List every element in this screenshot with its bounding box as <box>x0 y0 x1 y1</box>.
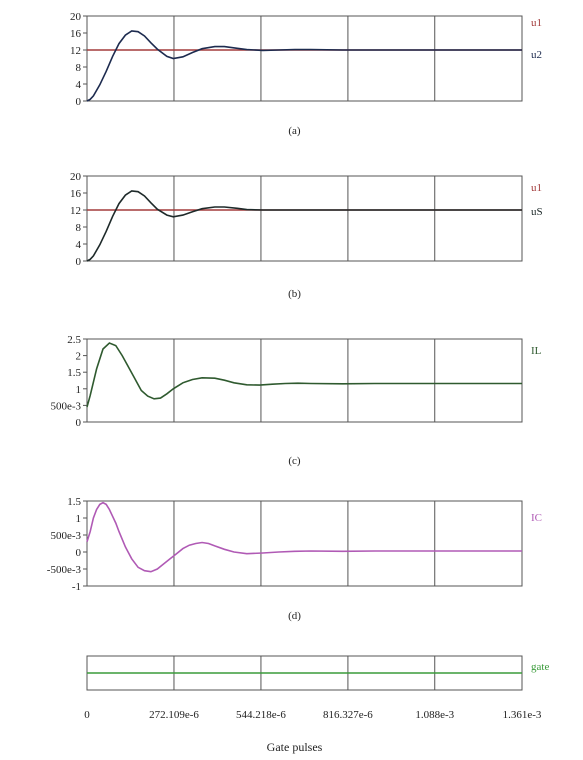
y-tick-label: 500e-3 <box>50 530 81 542</box>
x-tick-label: 1.088e-3 <box>415 709 454 721</box>
y-tick-label: 1.5 <box>67 367 81 379</box>
x-tick-label: 0 <box>84 709 90 721</box>
legend-label-u2: u2 <box>531 49 542 61</box>
plot-frame <box>86 15 523 102</box>
y-tick-label: 0 <box>76 547 82 559</box>
y-tick-label: 8 <box>76 222 82 234</box>
panels: 201612840u1u2(a)201612840u1uS(b)2.521.51… <box>47 11 549 691</box>
legend-label-u1: u1 <box>531 182 542 194</box>
y-tick-label: -1 <box>72 581 81 593</box>
y-tick-label: 20 <box>70 11 82 23</box>
y-tick-label: 8 <box>76 62 82 74</box>
series-line-IC <box>86 501 522 573</box>
chart-panel-3: 2.5 2 1.5 1 500e-3 0 IL (c) <box>50 334 541 467</box>
panel-caption: (a) <box>288 125 301 137</box>
panel-caption: (b) <box>288 288 301 300</box>
x-axis-label: Gate pulses <box>267 740 323 754</box>
y-tick-label: 2.5 <box>67 334 81 346</box>
y-tick-label: 0 <box>76 256 82 268</box>
series-line-IL <box>86 342 522 408</box>
x-tick-label: 1.361e-3 <box>503 709 542 721</box>
y-tick-label: -500e-3 <box>47 564 82 576</box>
y-tick-label: 0 <box>76 96 82 108</box>
x-tick-label: 272.109e-6 <box>149 709 199 721</box>
y-tick-label: 20 <box>70 171 82 183</box>
plot-frame <box>86 175 523 262</box>
panel-caption: (c) <box>288 455 301 467</box>
y-tick-label: 4 <box>76 239 82 251</box>
legend-label-uS: uS <box>531 206 543 218</box>
plot-frame <box>86 338 523 423</box>
y-tick-label: 0 <box>76 417 82 429</box>
legend-label-gate: gate <box>531 661 549 673</box>
y-tick-label: 12 <box>70 205 81 217</box>
x-tick-label: 816.327e-6 <box>323 709 373 721</box>
y-tick-label: 1.5 <box>67 496 81 508</box>
legend-label-u1: u1 <box>531 17 542 29</box>
plot-frame <box>86 500 523 587</box>
chart-panel-1: 20 16 12 8 4 0 u1 u2 (a) <box>70 11 542 137</box>
y-tick-label: 4 <box>76 79 82 91</box>
legend-label-IC: IC <box>531 512 542 524</box>
legend-label-IL: IL <box>531 345 542 357</box>
chart-panel-4: 1.5 1 500e-3 0 -500e-3 -1 IC (d) <box>47 496 542 622</box>
y-tick-label: 1 <box>76 513 82 525</box>
x-tick-label: 544.218e-6 <box>236 709 286 721</box>
chart-panel-5: gate <box>86 655 549 691</box>
y-tick-label: 16 <box>70 28 82 40</box>
y-tick-label: 1 <box>76 384 82 396</box>
chart-panel-2: 20 16 12 8 4 0 u1 uS (b) <box>70 171 543 300</box>
y-tick-label: 12 <box>70 45 81 57</box>
x-axis: 0 272.109e-6 544.218e-6 816.327e-6 1.088e-3 1… <box>84 709 542 754</box>
y-tick-label: 500e-3 <box>50 400 81 412</box>
series-line-u2 <box>86 30 522 102</box>
y-tick-label: 2 <box>76 351 82 363</box>
y-tick-label: 16 <box>70 188 82 200</box>
series-line-uS <box>86 190 522 262</box>
panel-caption: (d) <box>288 610 301 622</box>
